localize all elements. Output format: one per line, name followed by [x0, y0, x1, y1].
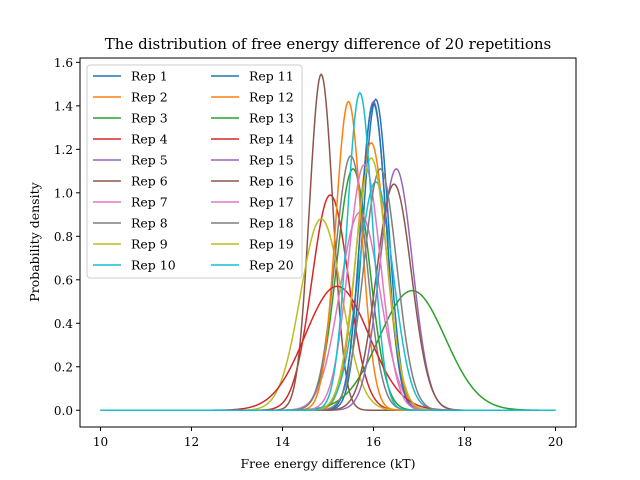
legend-label-15: Rep 15: [249, 153, 294, 168]
y-tick-label: 0.8: [54, 230, 73, 244]
legend-label-16: Rep 16: [249, 174, 294, 189]
legend-label-17: Rep 17: [249, 195, 294, 210]
legend-label-5: Rep 5: [131, 153, 168, 168]
y-tick-label: 1.6: [54, 56, 73, 70]
plot-frame: [79, 57, 577, 428]
legend-label-19: Rep 19: [249, 237, 294, 252]
x-tick-label: 14: [275, 435, 291, 449]
legend-label-4: Rep 4: [131, 132, 168, 147]
legend-label-2: Rep 2: [131, 90, 168, 105]
x-tick-label: 18: [457, 435, 472, 449]
y-tick-label: 0.0: [54, 404, 73, 418]
legend-label-20: Rep 20: [249, 258, 294, 273]
plot-lines: [100, 73, 556, 412]
y-axis-ticks: 0.0 0.2 0.4 0.6 0.8 1.0 1.2 1.4 1.6: [54, 56, 80, 418]
y-tick-label: 1.2: [54, 143, 73, 157]
legend-label-18: Rep 18: [249, 216, 294, 231]
legend-items: Rep 1 Rep 2 Rep 3 Rep 4 Rep 5 Rep 6 Rep 7 Rep 8…: [93, 69, 294, 273]
legend-label-1: Rep 1: [131, 69, 168, 84]
legend: Rep 1 Rep 2 Rep 3 Rep 4 Rep 5 Rep 6 Rep 7 Rep 8…: [86, 64, 303, 279]
y-tick-label: 0.2: [54, 360, 73, 374]
legend-label-10: Rep 10: [131, 258, 176, 273]
x-axis-ticks: 10 12 14 16 18 20: [93, 427, 563, 449]
x-axis-label: Free energy difference (kT): [240, 456, 415, 471]
y-tick-label: 1.0: [54, 186, 73, 200]
legend-label-14: Rep 14: [249, 132, 294, 147]
y-tick-label: 0.6: [54, 273, 73, 287]
legend-label-7: Rep 7: [131, 195, 168, 210]
legend-label-8: Rep 8: [131, 216, 168, 231]
series-line-20: [100, 91, 556, 412]
legend-label-11: Rep 11: [249, 69, 294, 84]
x-tick-label: 20: [548, 435, 563, 449]
legend-label-13: Rep 13: [249, 111, 294, 126]
legend-label-6: Rep 6: [131, 174, 168, 189]
y-axis-label: Probability density: [27, 181, 42, 301]
legend-label-3: Rep 3: [131, 111, 168, 126]
legend-label-9: Rep 9: [131, 237, 168, 252]
y-tick-label: 0.4: [54, 317, 73, 331]
legend-label-12: Rep 12: [249, 90, 294, 105]
x-tick-label: 12: [184, 435, 199, 449]
y-tick-label: 1.4: [54, 99, 73, 113]
x-tick-label: 16: [366, 435, 381, 449]
chart-title: The distribution of free energy differen…: [105, 35, 551, 53]
x-tick-label: 10: [93, 435, 108, 449]
legend-frame: [86, 64, 303, 279]
